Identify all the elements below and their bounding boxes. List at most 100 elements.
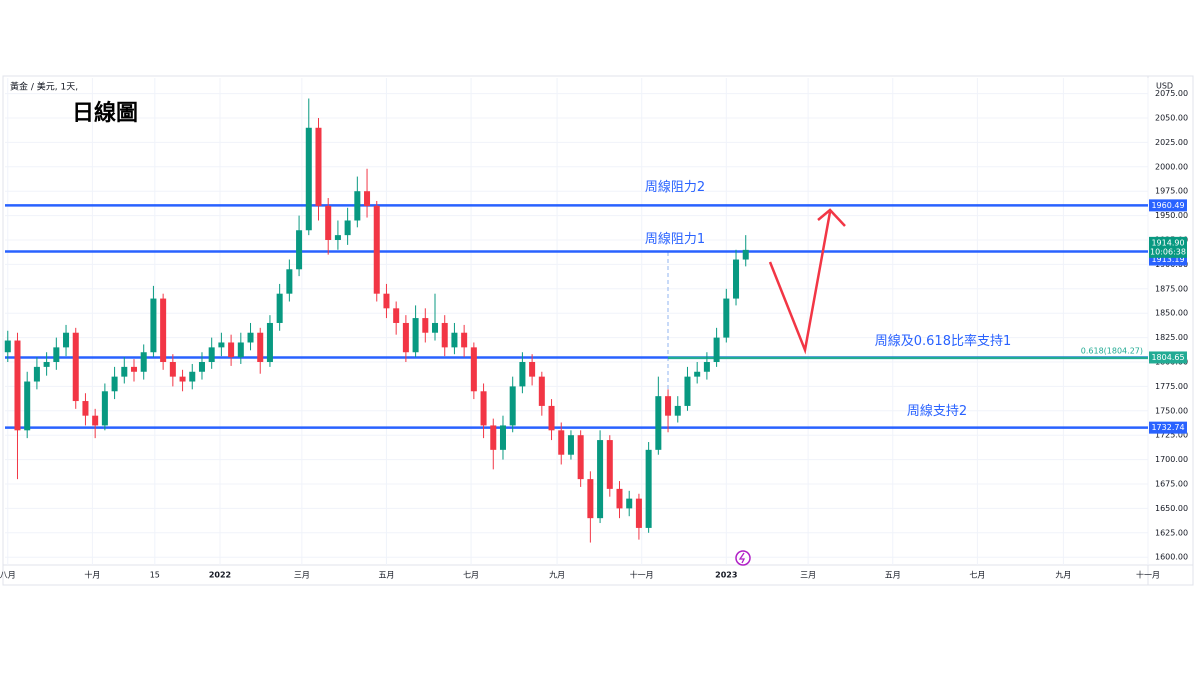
countdown: 10:06:38 <box>1150 247 1186 256</box>
candle-body <box>402 322 409 353</box>
candle-body <box>451 332 458 348</box>
labels: 1600.00 1625.00 1650.00 1675.00 1700.00 1725.… <box>0 89 1188 579</box>
y-tick-label: 1700.00 <box>1155 455 1188 464</box>
candle-body <box>577 435 584 480</box>
candle-body <box>257 332 264 363</box>
forecast-arrowhead <box>817 208 846 227</box>
x-tick-label: 五月 <box>378 571 394 580</box>
candle-body <box>432 322 439 333</box>
level-price: 1804.65 <box>1151 353 1184 362</box>
candle-body <box>441 322 448 348</box>
candle-body <box>101 391 108 426</box>
candles <box>4 98 749 543</box>
candle-body <box>63 332 70 348</box>
candle-body <box>422 318 429 333</box>
candle-body <box>723 298 730 338</box>
candle-body <box>470 347 477 392</box>
x-tick-label: 十一月 <box>630 570 654 580</box>
candle-body <box>179 376 186 382</box>
candle-body <box>208 347 215 363</box>
x-tick-label: 九月 <box>1055 571 1071 580</box>
candle-body <box>237 342 244 358</box>
y-tick-label: 1725.00 <box>1155 431 1188 440</box>
candle-body <box>14 340 21 431</box>
candle-body <box>412 318 419 353</box>
candle-body <box>635 498 642 528</box>
candle-body <box>198 362 205 372</box>
candle-body <box>4 340 11 353</box>
symbol-header: 黃金 / 美元, 1天, <box>10 81 78 93</box>
candle-body <box>684 376 691 406</box>
candle-body <box>558 430 565 455</box>
level-price: 1960.49 <box>1151 201 1184 210</box>
y-tick-label: 1850.00 <box>1155 309 1188 318</box>
candle-body <box>509 386 516 426</box>
y-tick-label: 1625.00 <box>1155 528 1188 537</box>
y-tick-label: 2025.00 <box>1155 138 1188 147</box>
candle-body <box>43 362 50 367</box>
forecast-arrow <box>768 211 832 355</box>
candle-body <box>247 332 254 343</box>
candle-body <box>218 342 225 348</box>
candle-body <box>276 293 283 323</box>
candle-body <box>665 396 672 416</box>
candle-body <box>383 293 390 309</box>
candle-body <box>490 425 497 450</box>
x-tick-label: 七月 <box>969 571 985 580</box>
x-tick-label: 五月 <box>885 571 901 580</box>
candle-body <box>529 362 536 377</box>
last-price: 1914.90 <box>1151 238 1184 247</box>
candle-body <box>72 332 79 402</box>
candle-body <box>325 205 332 241</box>
level-price-box <box>1149 199 1187 212</box>
y-tick-label: 1600.00 <box>1155 553 1188 562</box>
candle-body <box>121 366 128 377</box>
candle-body <box>606 440 613 489</box>
candle-body <box>694 371 701 377</box>
fib-label: 0.618(1804.27) <box>1081 346 1143 355</box>
candle-body <box>616 488 623 509</box>
y-tick-label: 1750.00 <box>1155 406 1188 415</box>
event-icon[interactable] <box>735 550 751 566</box>
currency-label: USD <box>1156 82 1173 91</box>
candle-body <box>373 205 380 294</box>
candle-body <box>548 405 555 431</box>
y-tick-label: 1825.00 <box>1155 333 1188 342</box>
candle-body <box>150 298 157 353</box>
chart-frame <box>2 75 1194 586</box>
x-tick-label: 七月 <box>463 571 479 580</box>
y-tick-label: 1950.00 <box>1155 211 1188 220</box>
candle-body <box>344 220 351 236</box>
x-tick-label: 十一月 <box>1136 570 1160 580</box>
levels <box>5 204 1148 429</box>
last-price-box <box>1149 236 1187 258</box>
x-tick-label: 15 <box>150 571 160 580</box>
candle-body <box>266 322 273 363</box>
level-price: 1913.19 <box>1151 255 1184 264</box>
candle-body <box>305 127 312 231</box>
candle-body <box>111 376 118 392</box>
y-tick-label: 1875.00 <box>1155 284 1188 293</box>
candle-body <box>82 401 89 416</box>
level-name: 周線阻力1 <box>645 231 705 247</box>
candle-body <box>461 332 468 348</box>
y-tick-label: 1650.00 <box>1155 504 1188 513</box>
level-price-box <box>1149 253 1187 266</box>
candle-body <box>742 249 749 260</box>
candle-body <box>703 362 710 372</box>
candle-body <box>655 396 662 450</box>
x-tick-label: 三月 <box>800 571 816 580</box>
candle-body <box>24 381 31 431</box>
candle-body <box>286 269 293 294</box>
candle-body <box>538 376 545 406</box>
candle-body <box>354 191 361 221</box>
y-tick-label: 2000.00 <box>1155 162 1188 171</box>
candle-body <box>674 405 681 416</box>
candle-body <box>733 259 740 299</box>
candle-body <box>228 342 235 358</box>
level-name: 周線及0.618比率支持1 <box>875 333 1012 349</box>
y-tick-label: 2075.00 <box>1155 89 1188 98</box>
candle-body <box>713 337 720 363</box>
